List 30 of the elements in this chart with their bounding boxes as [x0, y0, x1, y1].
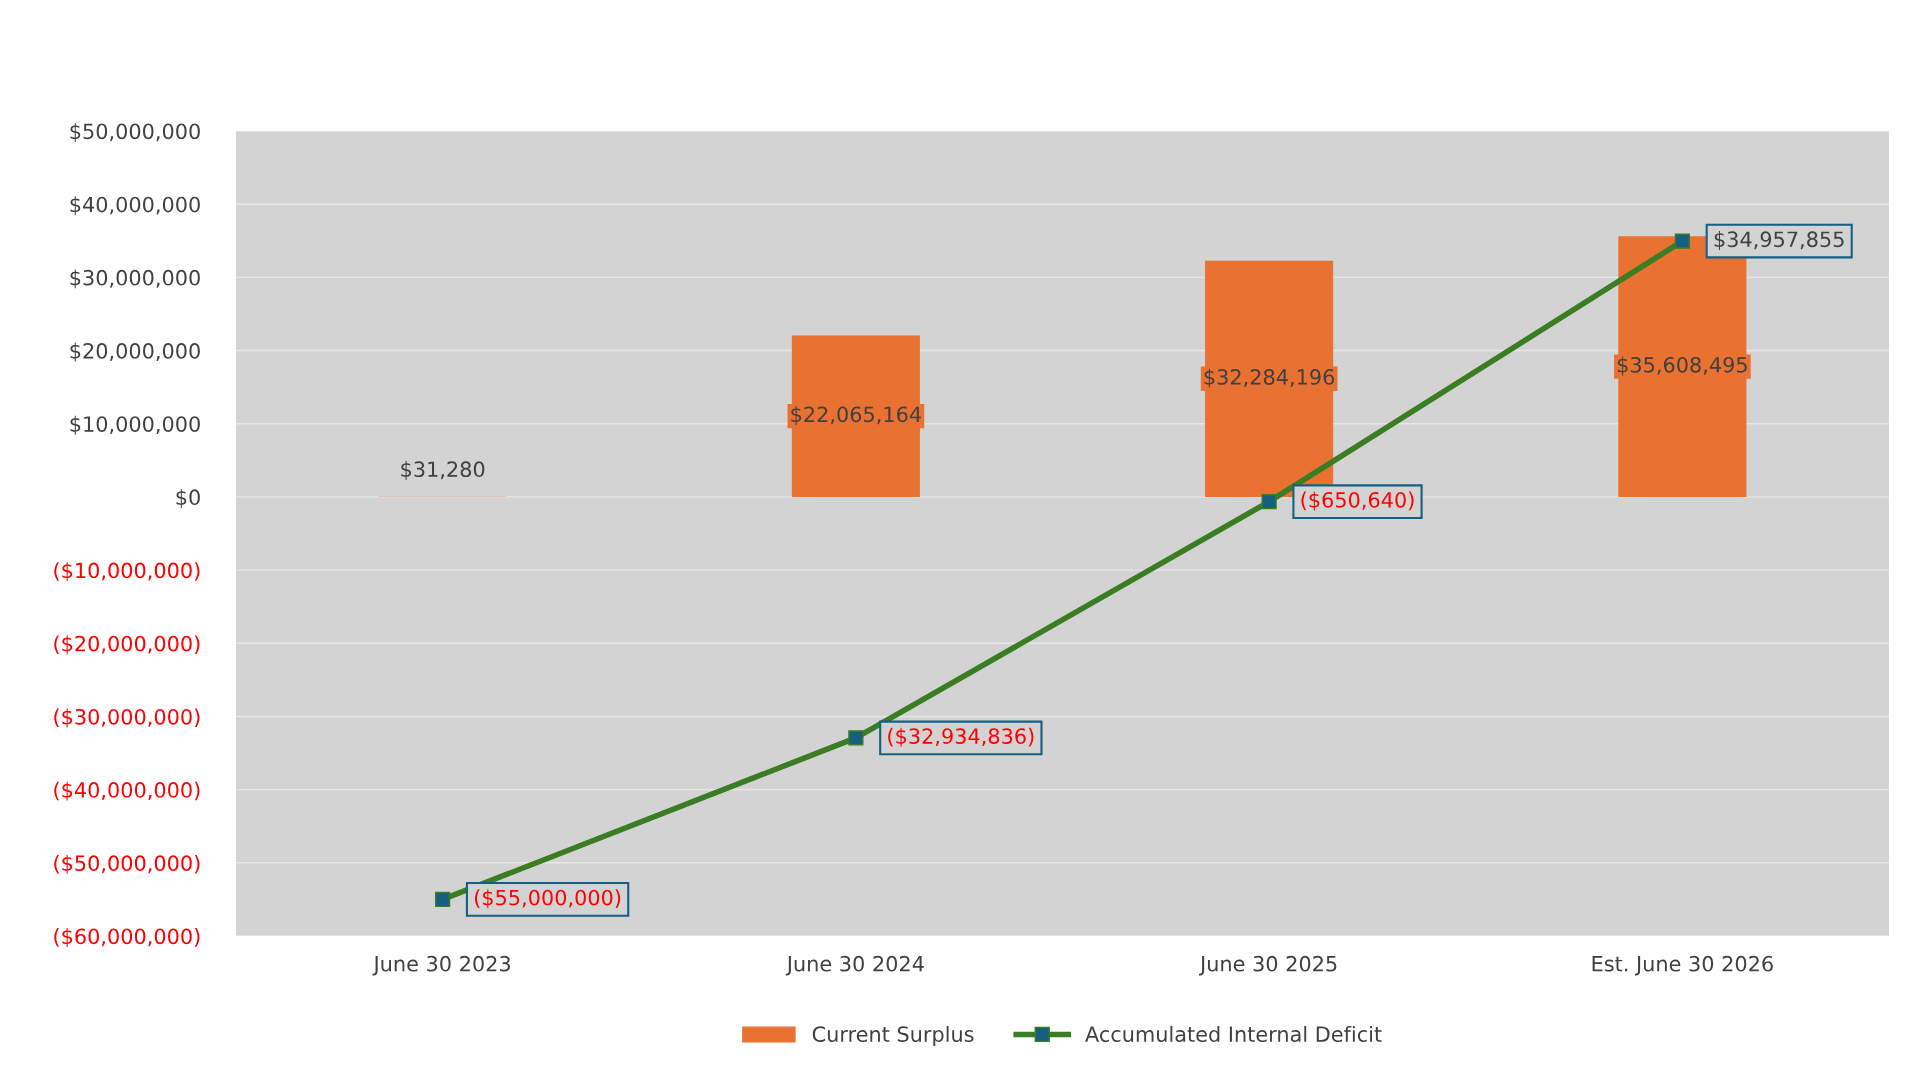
point [848, 730, 864, 746]
data-label: ($32,934,836) [888, 727, 1034, 747]
y-tick-label: $30,000,000 [70, 269, 200, 289]
x-tick-label: June 30 2025 [1198, 955, 1337, 976]
y-tick-label: $50,000,000 [70, 123, 200, 142]
y-tick-label: ($20,000,000) [54, 635, 200, 655]
y-tick-label: ($40,000,000) [54, 781, 200, 801]
x-tick-label: June 30 2024 [785, 955, 924, 976]
y-tick-label: ($10,000,000) [54, 562, 200, 582]
data-label: $34,957,855 [1714, 231, 1844, 250]
data-label: $22,065,164 [791, 406, 921, 425]
data-label: $32,284,196 [1204, 368, 1335, 388]
x-tick-label: Est. June 30 2026 [1592, 955, 1773, 976]
point [1261, 494, 1277, 510]
y-tick-label: ($50,000,000) [54, 854, 200, 874]
legend-label: Accumulated Internal Deficit [1085, 1025, 1382, 1043]
y-tick-label: ($60,000,000) [54, 928, 200, 947]
y-tick-label: ($30,000,000) [54, 708, 200, 728]
data-label: $35,608,495 [1617, 356, 1747, 376]
y-tick-label: $40,000,000 [70, 196, 200, 216]
y-tick-label: $0 [176, 488, 200, 508]
data-label: ($55,000,000) [474, 889, 621, 909]
data-label: $31,280 [401, 460, 485, 480]
point [434, 891, 451, 908]
data-label: ($650,640) [1301, 491, 1414, 511]
y-tick-label: $10,000,000 [70, 415, 200, 435]
point [1674, 233, 1691, 249]
y-tick-label: $20,000,000 [70, 342, 200, 362]
x-tick-label: June 30 2023 [372, 955, 511, 976]
legend-label: Current Surplus [812, 1025, 974, 1047]
